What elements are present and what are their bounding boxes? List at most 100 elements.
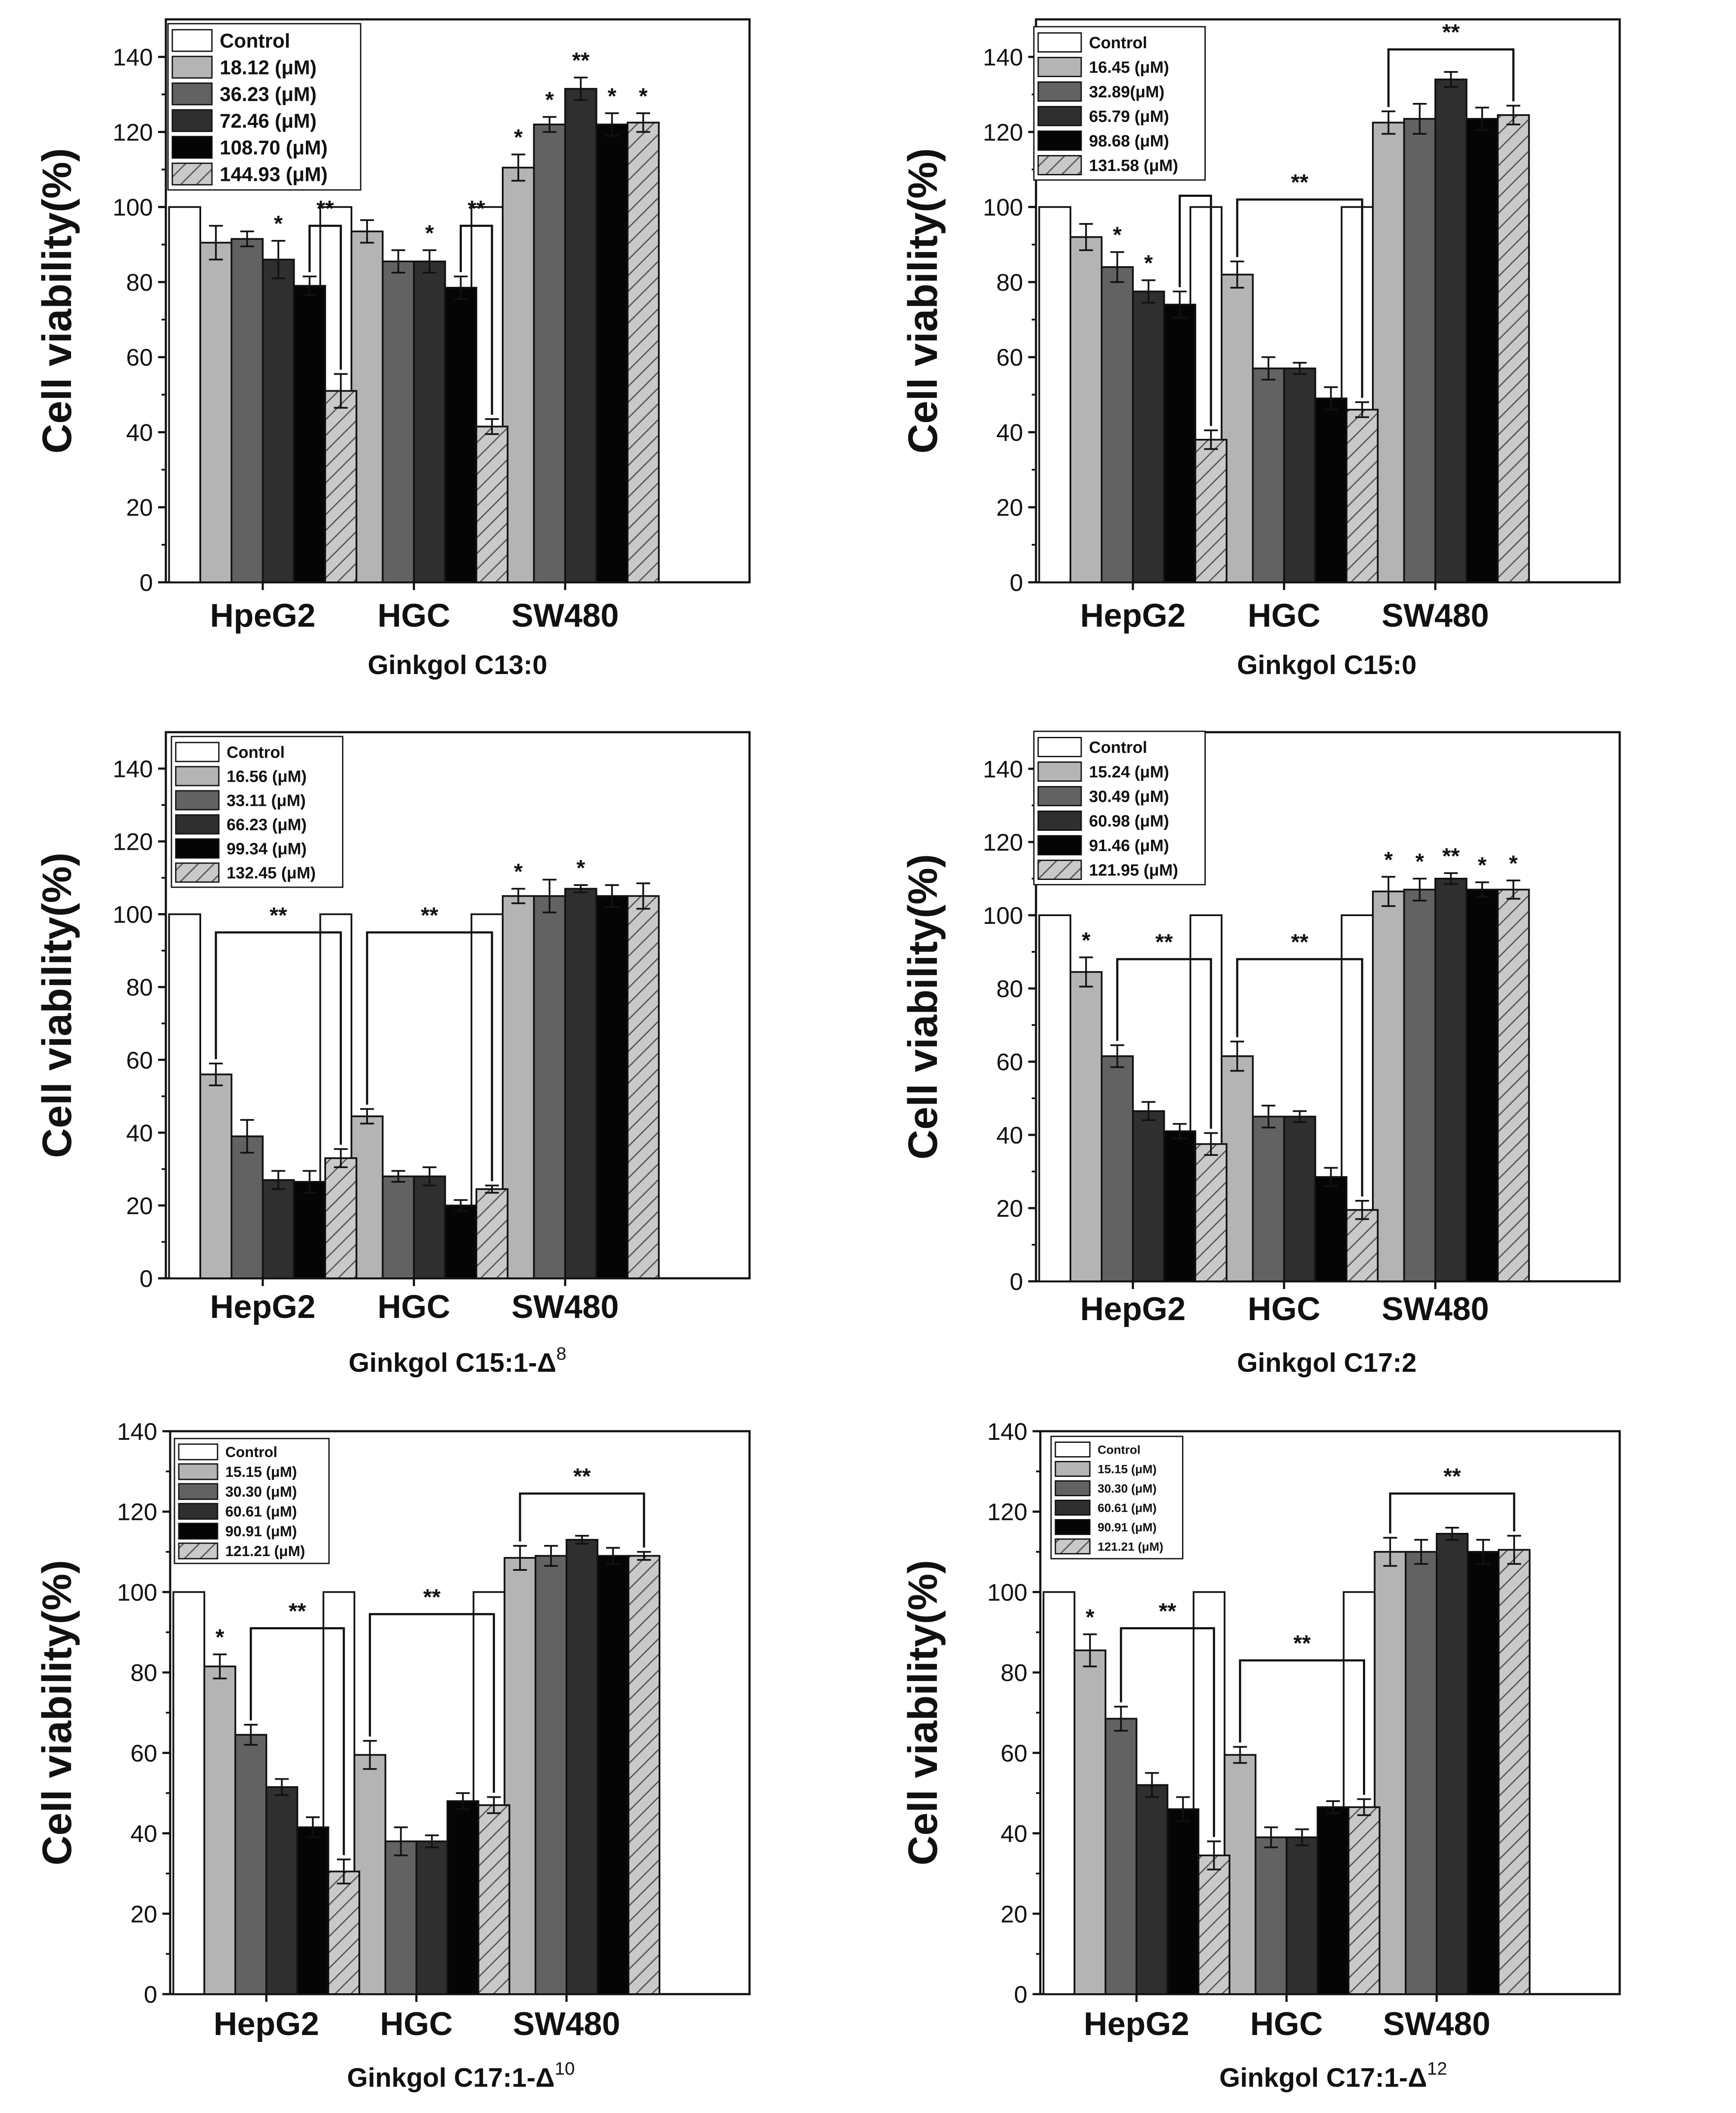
significance-star: * (1478, 853, 1487, 878)
bar-sw480-s4 (595, 123, 628, 583)
legend-label: 60.98 (μM) (1089, 812, 1169, 830)
error-bar (334, 1148, 348, 1168)
legend-label: Control (1098, 1443, 1141, 1457)
y-tick-label: 20 (1001, 1900, 1027, 1927)
error-bar (1204, 1132, 1218, 1156)
error-bar (1230, 261, 1244, 289)
y-axis-label: Cell viability(%) (900, 1560, 946, 1866)
significance-star: * (1144, 251, 1153, 276)
legend-label: 108.70 (μM) (220, 137, 328, 159)
bar-hgc-s5 (477, 1804, 510, 1995)
y-tick-label: 0 (140, 569, 153, 596)
legend-swatch (178, 1523, 218, 1540)
bar-sw480-s4 (1465, 889, 1499, 1282)
bracket-line (369, 1613, 495, 1793)
legend: Control 15.15 (μM) 30.30 (μM) 60.61 (μM) 90.… (174, 1438, 330, 1564)
legend-swatch (171, 56, 213, 79)
category-label: SW480 (1381, 1291, 1489, 1327)
y-tick-label: 140 (113, 755, 153, 783)
legend-label: Control (1089, 739, 1147, 757)
legend-swatch (175, 814, 220, 835)
legend: Control 16.45 (μM) 32.89(μM) 65.79 (μM) 98.6… (1033, 26, 1206, 181)
y-tick-label: 100 (983, 194, 1023, 221)
significance-star: * (576, 856, 585, 881)
bracket-line (215, 931, 342, 1145)
significance-star: * (514, 859, 523, 884)
bar-sw480-s5 (1496, 889, 1530, 1282)
bar-hgc-s2 (1252, 1116, 1285, 1282)
y-tick-label: 0 (1010, 569, 1023, 596)
bracket-line (1387, 48, 1515, 107)
legend-swatch (178, 1542, 218, 1560)
y-tick-label: 100 (117, 1579, 157, 1606)
y-tick-label: 80 (1001, 1659, 1027, 1686)
error-bar (1079, 223, 1093, 251)
category-label: HGC (1248, 597, 1320, 634)
error-bar (1412, 103, 1427, 135)
legend-label: 60.61 (μM) (1098, 1501, 1157, 1515)
category-label: HepG2 (1080, 1291, 1185, 1327)
error-bar (244, 1724, 258, 1746)
legend-swatch (178, 1483, 218, 1500)
bar-sw480-s3 (564, 888, 597, 1280)
significance-bracket: ** (215, 903, 342, 1145)
error-bar (1412, 878, 1427, 901)
bar-hepg2-s0 (1038, 206, 1071, 583)
error-bar (1110, 251, 1124, 283)
error-bar (360, 1108, 374, 1125)
bar-hgc-s4 (1314, 1176, 1347, 1282)
legend-label: 15.15 (μM) (1098, 1463, 1157, 1476)
bracket-line (1116, 958, 1212, 1129)
y-tick-label: 60 (126, 344, 153, 371)
legend-swatch (1055, 1519, 1091, 1535)
error-bar (363, 1740, 377, 1770)
y-tick-label: 80 (996, 975, 1023, 1002)
bracket-line (1236, 958, 1363, 1196)
significance-star: * (1086, 1605, 1095, 1630)
bar-hpeg2-s3 (261, 258, 295, 583)
y-tick-label: 60 (996, 1048, 1023, 1075)
panel-title: Ginkgol C15:0 (1237, 650, 1417, 680)
error-bar (1083, 1633, 1097, 1668)
significance-bracket: ** (249, 1599, 345, 1855)
error-bar (487, 1796, 501, 1814)
legend-swatch (1037, 835, 1082, 855)
error-bar (636, 882, 650, 910)
y-tick-label: 20 (131, 1900, 157, 1927)
significance-star: * (1384, 848, 1393, 873)
y-tick-label: 120 (113, 118, 153, 146)
bar-hgc-s3 (1285, 1836, 1319, 1995)
bracket-line (460, 224, 493, 415)
legend-swatch (1037, 57, 1082, 77)
legend-swatch (171, 82, 213, 106)
y-tick-label: 60 (126, 1047, 153, 1074)
legend: Control 16.56 (μM) 33.11 (μM) 66.23 (μM) 99.… (171, 736, 344, 888)
category-label: HGC (1248, 1291, 1320, 1327)
bar-hepg2-s2 (1101, 266, 1134, 583)
bracket-label: ** (1442, 20, 1460, 45)
bracket-label: ** (270, 903, 287, 928)
bar-sw480-s5 (626, 895, 660, 1279)
chart-panel-5: 0 20 40 60 80 100 120 140 Cell viability(%) HepG2… (34, 1418, 751, 2093)
legend-swatch (171, 29, 213, 52)
bar-hgc-s3 (1283, 1116, 1316, 1282)
bar-hgc-s2 (382, 261, 415, 583)
legend-label: 65.79 (μM) (1089, 108, 1169, 126)
bar-sw480-s2 (1403, 889, 1436, 1282)
bar-hgc-s3 (413, 1175, 446, 1279)
bar-hepg2-s1 (1069, 971, 1103, 1282)
category-label: SW480 (1381, 597, 1489, 634)
error-bar (636, 112, 650, 133)
legend-label: Control (220, 30, 290, 52)
y-tick-label: 80 (996, 269, 1023, 296)
error-bar (271, 1170, 286, 1190)
significance-star: * (1416, 849, 1425, 874)
bar-hepg2-s5 (1194, 1143, 1228, 1282)
bar-hgc-s3 (415, 1840, 448, 1995)
bracket-line (1389, 1492, 1515, 1534)
bar-hepg2-s4 (296, 1826, 330, 1995)
legend-label: 131.58 (μM) (1089, 157, 1178, 175)
bar-hpeg2-s0 (168, 206, 201, 583)
bar-hepg2-s1 (199, 1073, 233, 1279)
error-bar (302, 275, 317, 296)
